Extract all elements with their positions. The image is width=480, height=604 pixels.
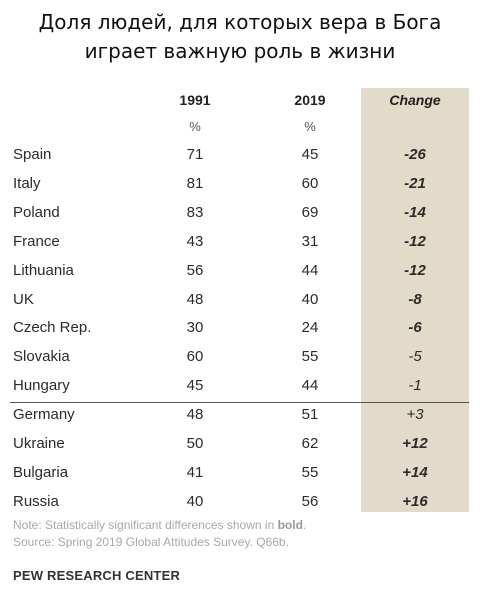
- table-row: Germany 48 51 +3: [0, 401, 480, 430]
- table-row: Russia 40 56 +16: [0, 488, 480, 517]
- change-value: -12: [404, 232, 426, 250]
- country-label: Italy: [13, 174, 41, 192]
- value-2019: 69: [301, 203, 319, 221]
- note-significance: Note: Statistically significant differen…: [13, 517, 306, 534]
- table-row: Lithuania 56 44 -12: [0, 257, 480, 286]
- value-1991: 71: [186, 146, 204, 163]
- group-divider: [10, 402, 469, 403]
- value-1991: 60: [186, 348, 204, 366]
- change-value: -12: [404, 261, 426, 279]
- value-1991: 41: [186, 463, 204, 481]
- value-2019: 44: [301, 261, 319, 279]
- value-2019: 40: [301, 290, 319, 308]
- table-row: Poland 83 69 -14: [0, 199, 480, 228]
- change-value: -5: [408, 348, 422, 366]
- value-1991: 30: [186, 319, 204, 337]
- value-1991: 45: [186, 377, 204, 395]
- country-label: Russia: [13, 492, 59, 510]
- value-1991: 43: [186, 232, 204, 250]
- table-row: UK 48 40 -8: [0, 286, 480, 315]
- value-2019: 62: [301, 435, 319, 452]
- change-column-band: [361, 88, 469, 512]
- change-value: -6: [408, 319, 422, 337]
- country-label: Poland: [13, 203, 60, 221]
- country-label: UK: [13, 290, 34, 308]
- chart-title: Доля людей, для которых вера в Бога игра…: [0, 8, 480, 66]
- value-1991: 48: [186, 406, 204, 424]
- value-2019: 51: [301, 406, 319, 424]
- value-2019: 56: [301, 492, 319, 510]
- column-header-1991: 1991: [179, 92, 211, 108]
- change-value: -14: [404, 203, 426, 221]
- value-2019: 55: [301, 348, 319, 366]
- country-label: Czech Rep.: [13, 319, 92, 337]
- value-2019: 24: [301, 319, 319, 337]
- value-2019: 31: [301, 232, 319, 250]
- unit-label-1991: %: [189, 119, 201, 134]
- value-2019: 44: [301, 377, 319, 395]
- value-1991: 50: [186, 435, 204, 452]
- note-bold-word: bold: [277, 518, 303, 532]
- country-label: Hungary: [13, 377, 70, 395]
- country-label: Germany: [13, 406, 75, 424]
- table-row: Bulgaria 41 55 +14: [0, 459, 480, 488]
- change-value: -21: [404, 174, 426, 192]
- table-row: Slovakia 60 55 -5: [0, 343, 480, 372]
- country-label: Ukraine: [13, 435, 65, 452]
- brand-logo-text: PEW RESEARCH CENTER: [13, 568, 181, 583]
- value-2019: 60: [301, 174, 319, 192]
- value-1991: 83: [186, 203, 204, 221]
- note-suffix: .: [302, 518, 307, 532]
- change-value: -1: [408, 377, 422, 395]
- value-2019: 55: [301, 463, 319, 481]
- table-row: Ukraine 50 62 +12: [0, 430, 480, 459]
- column-header-2019: 2019: [294, 92, 326, 108]
- table-row: Hungary 45 44 -1: [0, 372, 480, 401]
- value-2019: 45: [301, 146, 319, 163]
- country-label: France: [13, 232, 60, 250]
- note-source: Source: Spring 2019 Global Attitudes Sur…: [13, 535, 289, 549]
- country-label: Lithuania: [13, 261, 74, 279]
- title-line-1: Доля людей, для которых вера в Бога: [38, 10, 442, 34]
- value-1991: 40: [186, 492, 204, 510]
- change-value: -26: [404, 146, 426, 163]
- table-row: France 43 31 -12: [0, 228, 480, 257]
- value-1991: 56: [186, 261, 204, 279]
- footnote: Note: Statistically significant differen…: [13, 517, 306, 551]
- unit-label-2019: %: [304, 119, 316, 134]
- change-value: +3: [406, 406, 424, 424]
- table-row: Italy 81 60 -21: [0, 170, 480, 199]
- country-label: Bulgaria: [13, 463, 69, 481]
- table-row: Spain 71 45 -26: [0, 141, 480, 170]
- change-value: +16: [402, 492, 428, 510]
- change-value: +14: [402, 463, 428, 481]
- country-label: Spain: [13, 146, 52, 163]
- column-header-change: Change: [389, 92, 441, 108]
- country-label: Slovakia: [13, 348, 70, 366]
- value-1991: 48: [186, 290, 204, 308]
- title-line-2: играет важную роль в жизни: [84, 39, 396, 63]
- value-1991: 81: [186, 174, 204, 192]
- change-value: -8: [408, 290, 422, 308]
- table-row: Czech Rep. 30 24 -6: [0, 314, 480, 343]
- note-prefix: Note: Statistically significant differen…: [13, 518, 278, 532]
- change-value: +12: [402, 435, 428, 452]
